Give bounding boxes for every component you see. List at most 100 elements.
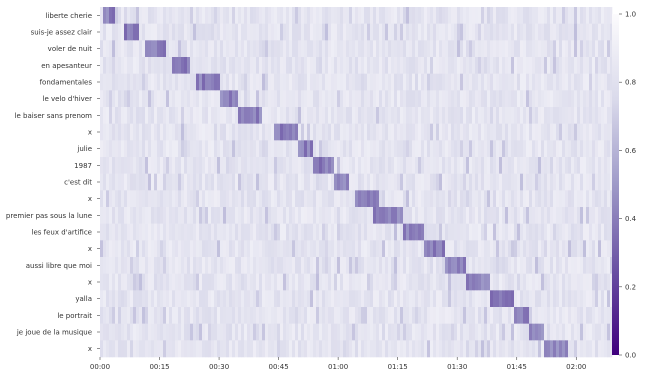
heatmap-cell bbox=[400, 40, 404, 58]
x-tick-label: 01:00 bbox=[328, 363, 348, 371]
heatmap-cell bbox=[226, 290, 230, 308]
heatmap-cell bbox=[235, 340, 239, 358]
heatmap-cell bbox=[304, 140, 308, 158]
heatmap-cell bbox=[253, 207, 257, 224]
heatmap-cell bbox=[499, 73, 503, 91]
heatmap-cell bbox=[169, 323, 173, 341]
heatmap-cell bbox=[115, 190, 119, 208]
heatmap-cell bbox=[361, 240, 365, 258]
heatmap-cell bbox=[610, 323, 613, 341]
heatmap-cell bbox=[457, 90, 461, 108]
heatmap-cell bbox=[496, 90, 500, 108]
heatmap-cell bbox=[193, 207, 197, 224]
heatmap-cell bbox=[199, 307, 203, 324]
heatmap-cell bbox=[379, 40, 383, 58]
heatmap-cell bbox=[292, 190, 296, 208]
heatmap-cell bbox=[532, 273, 536, 291]
heatmap-cell bbox=[562, 240, 566, 258]
heatmap-cell bbox=[283, 40, 287, 58]
heatmap-cell bbox=[376, 173, 380, 191]
heatmap-cell bbox=[259, 190, 263, 208]
heatmap-cell bbox=[364, 157, 368, 174]
heatmap-cell bbox=[280, 140, 284, 158]
heatmap-cell bbox=[223, 207, 227, 224]
heatmap-cell bbox=[571, 90, 575, 108]
heatmap-cell bbox=[247, 23, 251, 41]
heatmap-cell bbox=[112, 140, 116, 158]
heatmap-cell bbox=[277, 173, 281, 191]
heatmap-cell bbox=[520, 140, 524, 158]
heatmap-cell bbox=[511, 273, 515, 291]
heatmap-cell bbox=[466, 307, 470, 324]
heatmap-cell bbox=[403, 173, 407, 191]
heatmap-cell bbox=[424, 123, 428, 141]
heatmap-cell bbox=[175, 73, 179, 91]
heatmap-cell bbox=[307, 273, 311, 291]
heatmap-cell bbox=[259, 23, 263, 41]
heatmap-cell bbox=[133, 323, 137, 341]
heatmap-cell bbox=[457, 123, 461, 141]
heatmap-cell bbox=[253, 323, 257, 341]
heatmap-cell bbox=[133, 157, 137, 174]
heatmap-cell bbox=[466, 223, 470, 241]
heatmap-cell bbox=[601, 173, 605, 191]
heatmap-cell bbox=[142, 323, 146, 341]
heatmap-cell bbox=[286, 307, 290, 324]
heatmap-cell bbox=[487, 173, 491, 191]
heatmap-cell bbox=[550, 57, 554, 74]
heatmap-cell bbox=[175, 123, 179, 141]
heatmap-cell bbox=[457, 340, 461, 358]
heatmap-cell bbox=[142, 123, 146, 141]
heatmap-cell bbox=[364, 57, 368, 74]
heatmap-cell bbox=[412, 240, 416, 258]
heatmap-cell bbox=[607, 223, 611, 241]
heatmap-cell bbox=[244, 173, 248, 191]
heatmap-cell bbox=[508, 240, 512, 258]
heatmap-cell bbox=[577, 40, 581, 58]
heatmap-cell bbox=[352, 107, 356, 124]
heatmap-cell bbox=[190, 90, 194, 108]
heatmap-cell bbox=[328, 7, 332, 24]
heatmap-cell bbox=[187, 157, 191, 174]
heatmap-cell bbox=[547, 173, 551, 191]
heatmap-cell bbox=[406, 7, 410, 24]
heatmap-cell bbox=[541, 257, 545, 274]
heatmap-cell bbox=[598, 223, 602, 241]
heatmap-cell bbox=[445, 90, 449, 108]
heatmap-cell bbox=[154, 107, 158, 124]
heatmap-cell bbox=[577, 323, 581, 341]
heatmap-cell bbox=[550, 7, 554, 24]
heatmap-cell bbox=[265, 123, 269, 141]
heatmap-cell bbox=[181, 90, 185, 108]
heatmap-cell bbox=[301, 173, 305, 191]
heatmap-cell bbox=[307, 57, 311, 74]
heatmap-cell bbox=[286, 7, 290, 24]
heatmap-cell bbox=[610, 7, 613, 24]
heatmap-cell bbox=[100, 73, 104, 91]
heatmap-cell bbox=[391, 140, 395, 158]
heatmap-cell bbox=[280, 190, 284, 208]
heatmap-cell bbox=[406, 240, 410, 258]
heatmap-cell bbox=[490, 240, 494, 258]
heatmap-cell bbox=[571, 257, 575, 274]
heatmap-cell bbox=[559, 290, 563, 308]
heatmap-cell bbox=[592, 90, 596, 108]
heatmap-cell bbox=[271, 257, 275, 274]
heatmap-cell bbox=[547, 157, 551, 174]
heatmap-cell bbox=[163, 107, 167, 124]
heatmap-cell bbox=[361, 273, 365, 291]
heatmap-cell bbox=[439, 173, 443, 191]
heatmap-cell bbox=[511, 257, 515, 274]
heatmap-cell bbox=[118, 290, 122, 308]
heatmap-cell bbox=[502, 57, 506, 74]
heatmap-cell bbox=[229, 173, 233, 191]
heatmap-cell bbox=[199, 340, 203, 358]
heatmap-cell bbox=[226, 240, 230, 258]
heatmap-cell bbox=[436, 73, 440, 91]
heatmap-cell bbox=[319, 7, 323, 24]
heatmap-cell bbox=[550, 257, 554, 274]
heatmap-cell bbox=[376, 90, 380, 108]
heatmap-cell bbox=[343, 40, 347, 58]
heatmap-cell bbox=[187, 73, 191, 91]
heatmap-cell bbox=[424, 290, 428, 308]
